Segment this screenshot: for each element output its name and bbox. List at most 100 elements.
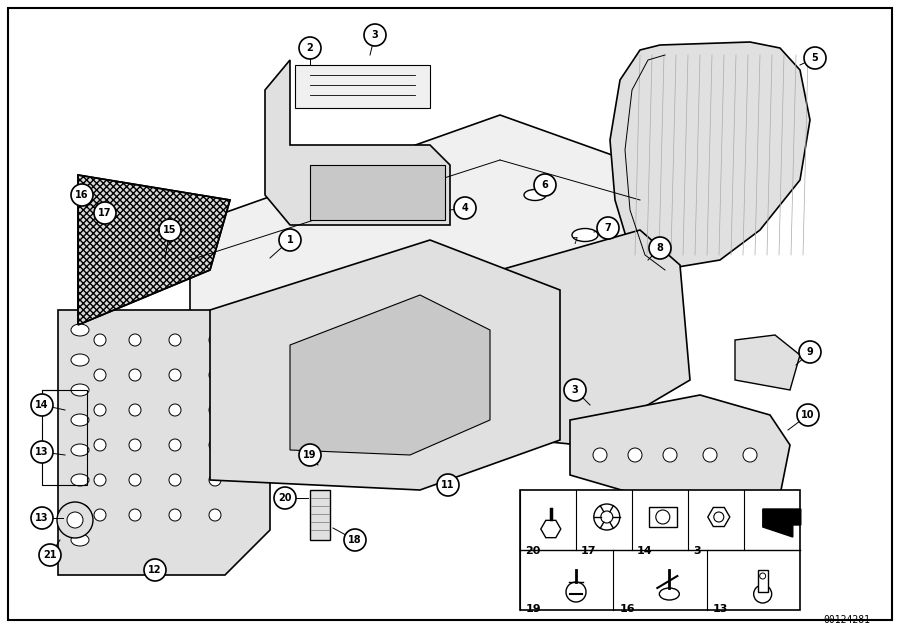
Text: 1: 1 [286, 235, 293, 245]
Circle shape [129, 334, 141, 346]
Circle shape [94, 369, 106, 381]
Ellipse shape [71, 354, 89, 366]
Circle shape [597, 217, 619, 239]
Text: 13: 13 [713, 604, 728, 614]
Text: 12: 12 [148, 565, 162, 575]
Circle shape [159, 219, 181, 241]
Ellipse shape [71, 474, 89, 486]
Circle shape [31, 394, 53, 416]
Circle shape [94, 404, 106, 416]
Circle shape [67, 512, 83, 528]
Text: 3: 3 [572, 385, 579, 395]
Polygon shape [610, 42, 810, 270]
Circle shape [209, 474, 221, 486]
Circle shape [129, 404, 141, 416]
Circle shape [209, 509, 221, 521]
Circle shape [344, 529, 366, 551]
Circle shape [534, 174, 556, 196]
Text: 20: 20 [278, 493, 292, 503]
Circle shape [169, 334, 181, 346]
Circle shape [129, 369, 141, 381]
Polygon shape [570, 395, 790, 510]
Ellipse shape [660, 588, 680, 600]
Ellipse shape [572, 228, 598, 242]
Polygon shape [763, 509, 801, 537]
Ellipse shape [71, 414, 89, 426]
Text: 13: 13 [35, 447, 49, 457]
Circle shape [299, 444, 321, 466]
Circle shape [454, 197, 476, 219]
Bar [42, 390, 87, 485]
Circle shape [94, 202, 116, 224]
Bar [520, 490, 800, 610]
Circle shape [71, 184, 93, 206]
Circle shape [649, 237, 671, 259]
Polygon shape [190, 115, 640, 400]
Circle shape [274, 487, 296, 509]
Circle shape [797, 404, 819, 426]
Bar [649, 507, 677, 527]
Text: 19: 19 [303, 450, 317, 460]
Circle shape [601, 511, 613, 523]
Circle shape [594, 504, 620, 530]
Circle shape [94, 334, 106, 346]
Polygon shape [210, 240, 560, 490]
Text: 19: 19 [526, 604, 542, 614]
Circle shape [94, 439, 106, 451]
Text: 13: 13 [35, 513, 49, 523]
Circle shape [169, 369, 181, 381]
Circle shape [714, 512, 724, 522]
Circle shape [760, 573, 766, 579]
Circle shape [169, 509, 181, 521]
Circle shape [129, 474, 141, 486]
Polygon shape [78, 175, 230, 325]
Circle shape [656, 510, 670, 524]
Circle shape [169, 474, 181, 486]
Circle shape [129, 509, 141, 521]
Ellipse shape [71, 444, 89, 456]
Text: 11: 11 [441, 480, 454, 490]
Circle shape [743, 448, 757, 462]
Polygon shape [290, 295, 490, 455]
Text: 3: 3 [372, 30, 378, 40]
Polygon shape [310, 490, 330, 540]
Circle shape [169, 404, 181, 416]
Text: 17: 17 [581, 546, 597, 556]
Polygon shape [295, 65, 430, 108]
Text: 4: 4 [462, 203, 468, 213]
Circle shape [129, 439, 141, 451]
Ellipse shape [71, 324, 89, 336]
Circle shape [209, 439, 221, 451]
Circle shape [94, 474, 106, 486]
Text: 3: 3 [693, 546, 700, 556]
Text: 7: 7 [572, 237, 578, 247]
Circle shape [566, 582, 586, 602]
Polygon shape [707, 508, 730, 527]
Text: 9: 9 [806, 347, 814, 357]
Text: 17: 17 [98, 208, 112, 218]
Polygon shape [265, 60, 450, 225]
Polygon shape [58, 310, 270, 575]
Circle shape [209, 404, 221, 416]
Circle shape [57, 502, 93, 538]
Text: 18: 18 [348, 535, 362, 545]
Circle shape [804, 47, 826, 69]
Text: 21: 21 [43, 550, 57, 560]
Circle shape [593, 448, 607, 462]
Ellipse shape [71, 504, 89, 516]
Circle shape [209, 369, 221, 381]
Polygon shape [735, 335, 800, 390]
Circle shape [31, 441, 53, 463]
Circle shape [753, 585, 771, 603]
Circle shape [799, 341, 821, 363]
Text: 16: 16 [619, 604, 635, 614]
Circle shape [703, 448, 717, 462]
Circle shape [94, 509, 106, 521]
Text: 6: 6 [542, 180, 548, 190]
Text: 14: 14 [637, 546, 652, 556]
Circle shape [564, 379, 586, 401]
Circle shape [364, 24, 386, 46]
Circle shape [39, 544, 61, 566]
Ellipse shape [71, 384, 89, 396]
Text: 00124281: 00124281 [823, 615, 870, 625]
